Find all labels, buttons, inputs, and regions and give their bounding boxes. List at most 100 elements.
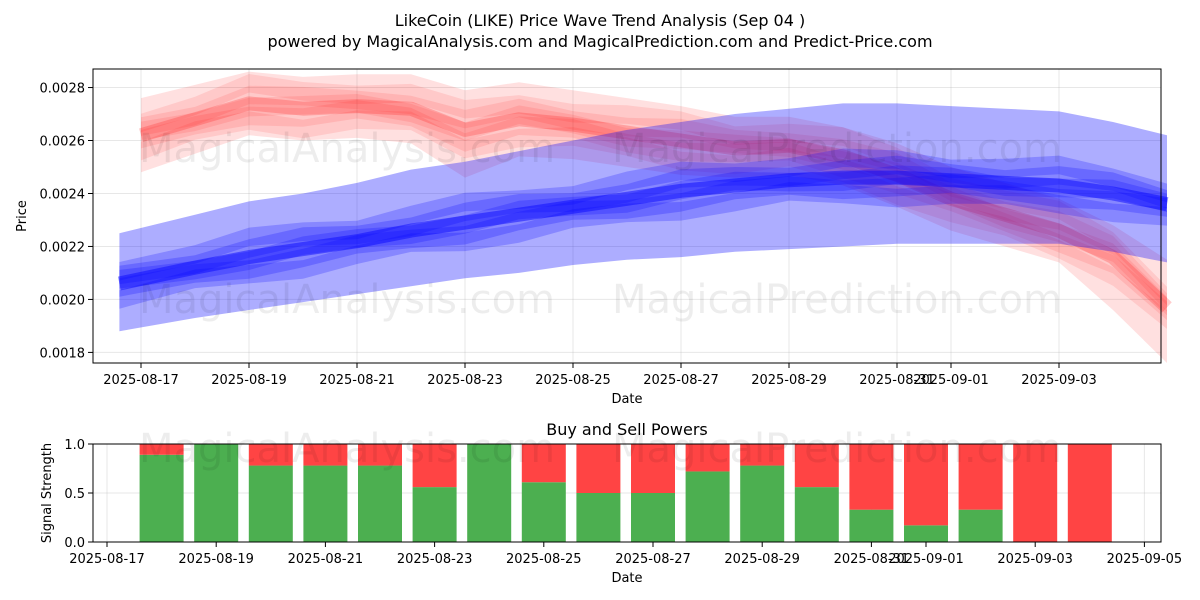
top-y-tick-label-0: 0.0018 <box>40 346 86 361</box>
sell-bar-2025-08-25 <box>521 444 566 483</box>
bottom-x-tick-label-2: 2025-08-21 <box>288 552 364 567</box>
top-grid <box>93 69 1161 363</box>
buy-bar-2025-08-30 <box>794 487 839 542</box>
bottom-chart-title: Buy and Sell Powers <box>546 420 708 439</box>
buy-bar-2025-08-26 <box>576 493 621 542</box>
top-watermarks: MagicalAnalysis.com MagicalPrediction.co… <box>139 126 1062 323</box>
top-x-tick-label-2: 2025-08-21 <box>319 373 395 388</box>
sell-bar-2025-08-31 <box>849 444 894 510</box>
top-x-tick-label-8: 2025-09-01 <box>913 373 989 388</box>
top-x-tick-label-1: 2025-08-19 <box>211 373 287 388</box>
buy-bar-2025-08-27 <box>631 493 675 542</box>
sell-bar-2025-08-26 <box>576 444 621 493</box>
sell-bar-2025-09-03 <box>1013 444 1058 542</box>
bottom-x-ticks: 2025-08-17 2025-08-19 2025-08-21 2025-08-23… <box>69 542 1182 567</box>
watermark-top-right-upper: MagicalPrediction.com <box>612 126 1062 172</box>
bottom-x-tick-label-3: 2025-08-23 <box>397 552 473 567</box>
buy-bar-2025-08-21 <box>303 465 348 542</box>
top-x-tick-label-4: 2025-08-25 <box>535 373 611 388</box>
buy-wave-band <box>119 103 1167 332</box>
buy-bar-2025-09-01 <box>904 525 948 542</box>
buy-bar-2025-08-19 <box>194 444 239 542</box>
watermark-bottom-right: MagicalPrediction.com <box>612 426 1062 472</box>
buy-bar-2025-08-25 <box>521 482 566 542</box>
bottom-x-tick-label-4: 2025-08-25 <box>506 552 582 567</box>
sell-bar-2025-08-28 <box>685 444 730 472</box>
bottom-x-tick-label-8: 2025-09-01 <box>888 552 964 567</box>
buy-wave-ribbon-1 <box>119 174 1167 297</box>
buy-bar-2025-08-24 <box>467 444 512 542</box>
buy-wave-core <box>117 170 1169 291</box>
top-x-tick-label-5: 2025-08-27 <box>643 373 719 388</box>
top-y-tick-label-5: 0.0028 <box>40 82 86 97</box>
watermark-top-left-lower: MagicalAnalysis.com <box>139 277 555 323</box>
top-waves <box>117 71 1172 363</box>
watermark-top-right-lower: MagicalPrediction.com <box>612 277 1062 323</box>
main-chart-subtitle: powered by MagicalAnalysis.com and Magic… <box>267 32 932 51</box>
sell-bar-2025-08-21 <box>303 444 348 466</box>
buy-wave-ribbon-3 <box>119 155 1167 285</box>
top-y-tick-label-3: 0.0024 <box>40 187 86 202</box>
top-y-tick-label-4: 0.0026 <box>40 135 86 150</box>
top-y-tick-label-2: 0.0022 <box>40 240 86 255</box>
bottom-x-tick-label-6: 2025-08-29 <box>724 552 800 567</box>
sell-wave-band <box>141 71 1167 363</box>
buy-bar-2025-08-28 <box>685 471 730 542</box>
top-x-tick-label-0: 2025-08-17 <box>103 373 179 388</box>
bottom-x-tick-label-1: 2025-08-19 <box>178 552 254 567</box>
top-x-axis-title: Date <box>611 392 642 407</box>
top-plot-frame <box>92 68 1162 364</box>
bottom-y-tick-label-0: 0.0 <box>64 536 85 551</box>
top-x-ticks: 2025-08-17 2025-08-19 2025-08-21 2025-08-23… <box>103 363 1097 388</box>
sell-wave-ribbon-1 <box>141 100 1167 321</box>
sell-wave-ribbon-0 <box>141 110 1167 329</box>
bottom-x-tick-label-10: 2025-09-05 <box>1107 552 1183 567</box>
bottom-y-ticks: 0.0 0.5 1.0 <box>64 438 93 551</box>
main-chart-title: LikeCoin (LIKE) Price Wave Trend Analysi… <box>395 11 806 30</box>
sell-bar-2025-08-29 <box>740 444 785 466</box>
sell-bar-2025-08-20 <box>248 444 293 466</box>
sell-bar-2025-08-22 <box>358 444 402 466</box>
sell-wave-ribbon-3 <box>141 85 1167 312</box>
buy-bar-2025-08-22 <box>358 465 402 542</box>
bottom-x-axis-title: Date <box>611 571 642 586</box>
buy-wave-ribbon-4 <box>119 148 1167 281</box>
bottom-x-tick-label-9: 2025-09-03 <box>997 552 1073 567</box>
watermark-top-left-upper: MagicalAnalysis.com <box>139 126 555 172</box>
bottom-watermarks: MagicalAnalysis.com MagicalPrediction.co… <box>139 426 1062 472</box>
sell-wave-ribbon-2 <box>141 94 1167 316</box>
sell-bar-2025-08-23 <box>412 444 457 488</box>
top-y-tick-label-1: 0.0020 <box>40 293 86 308</box>
buy-bar-2025-08-31 <box>849 509 894 542</box>
buy-bar-2025-09-02 <box>958 509 1003 542</box>
bottom-y-tick-label-2: 1.0 <box>64 438 85 453</box>
top-y-axis-title: Price <box>15 200 30 232</box>
top-x-tick-label-7: 2025-08-31 <box>859 373 935 388</box>
top-y-ticks: 0.0018 0.0020 0.0022 0.0024 0.0026 0.0028 <box>40 82 93 361</box>
top-x-tick-label-9: 2025-09-03 <box>1021 373 1097 388</box>
sell-bar-2025-09-02 <box>958 444 1003 510</box>
bottom-x-tick-label-7: 2025-08-31 <box>834 552 910 567</box>
buy-wave-ribbon-0 <box>119 182 1167 309</box>
watermark-bottom-left: MagicalAnalysis.com <box>139 426 555 472</box>
buy-bar-2025-08-29 <box>740 465 785 542</box>
sell-bar-2025-08-27 <box>631 444 675 493</box>
sell-bar-2025-09-04 <box>1067 444 1112 542</box>
buy-bar-2025-08-23 <box>412 487 457 542</box>
sell-bar-2025-09-01 <box>904 444 948 526</box>
sell-wave-core <box>139 96 1172 313</box>
bottom-bars <box>139 444 1112 542</box>
sell-bar-2025-08-30 <box>794 444 839 488</box>
bottom-x-tick-label-5: 2025-08-27 <box>615 552 691 567</box>
sell-bar-2025-08-18 <box>139 444 184 455</box>
buy-bar-2025-08-18 <box>139 454 184 542</box>
top-x-tick-label-3: 2025-08-23 <box>427 373 503 388</box>
top-x-tick-label-6: 2025-08-29 <box>751 373 827 388</box>
bottom-y-tick-label-1: 0.5 <box>64 487 85 502</box>
buy-bar-2025-08-20 <box>248 465 293 542</box>
bottom-y-axis-title: Signal Strength <box>40 443 55 543</box>
bottom-x-tick-label-0: 2025-08-17 <box>69 552 145 567</box>
sell-wave-ribbon-4 <box>141 74 1167 306</box>
